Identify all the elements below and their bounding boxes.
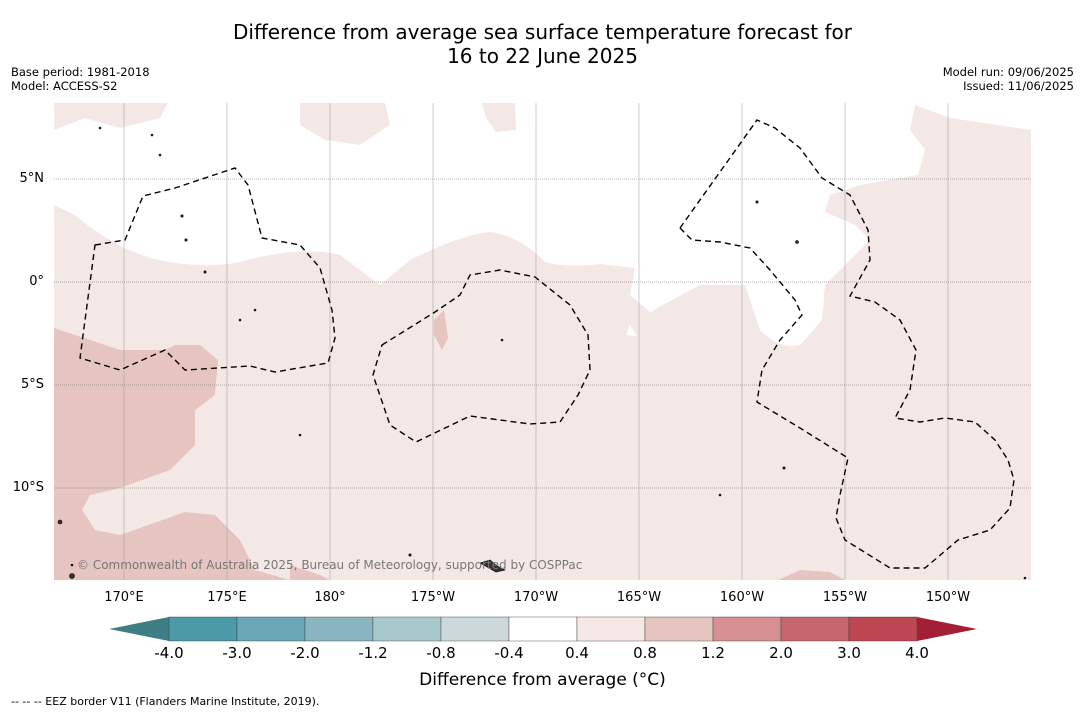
colorbar-tick-label: -0.4: [494, 644, 524, 662]
colorbar-tick-label: 2.0: [769, 644, 793, 662]
base-period-text: Base period: 1981-2018: [11, 65, 150, 79]
lat-label-5n: 5°N: [19, 171, 45, 186]
colorbar-tick-label: 0.4: [565, 644, 589, 662]
meridians: [123, 103, 949, 580]
moderate-warm-patch-southwest-2: [290, 565, 330, 580]
lon-label-155w: 155°W: [822, 590, 868, 605]
base-period-info: Base period: 1981-2018 Model: ACCESS-S2: [11, 65, 150, 93]
map-title: Difference from average sea surface temp…: [0, 20, 1085, 68]
model-run-text: Model run: 09/06/2025: [942, 65, 1074, 79]
colorbar-tick-label: -0.8: [426, 644, 456, 662]
colorbar: [109, 616, 977, 642]
eez-borders: [79, 119, 1015, 569]
title-line-2: 16 to 22 June 2025: [447, 44, 638, 68]
colorbar-bin: [440, 616, 510, 642]
colorbar-bin: [848, 616, 918, 642]
eez-border-tuvalu: [79, 167, 336, 373]
colorbar-bin: [576, 616, 646, 642]
colorbar-under-arrow: [109, 617, 169, 641]
colorbar-label: Difference from average (°C): [419, 670, 666, 690]
lon-label-170w: 170°W: [513, 590, 559, 605]
eez-footnote: -- -- -- EEZ border V11 (Flanders Marine…: [11, 695, 320, 708]
weak-warm-north-patch-2: [300, 103, 390, 145]
moderate-warm-patch-south: [778, 570, 845, 580]
gridlines: [54, 178, 1031, 489]
moderate-warm-patch-central: [434, 310, 448, 350]
colorbar-tick-label: -4.0: [154, 644, 184, 662]
colorbar-bin: [304, 616, 374, 642]
colorbar-tick-label: 3.0: [837, 644, 861, 662]
model-run-info: Model run: 09/06/2025 Issued: 11/06/2025: [943, 65, 1074, 93]
issued-text: Issued: 11/06/2025: [963, 79, 1074, 93]
colorbar-tick-label: -2.0: [290, 644, 320, 662]
weak-warm-region: [54, 105, 1031, 580]
lat-label-10s: 10°S: [12, 480, 44, 495]
colorbar-bin: [236, 616, 306, 642]
lat-label-0: 0°: [29, 274, 44, 289]
lon-label-150w: 150°W: [925, 590, 971, 605]
colorbar-bin: [508, 616, 578, 642]
title-line-1: Difference from average sea surface temp…: [232, 20, 852, 44]
colorbar-bin: [644, 616, 714, 642]
lon-label-180: 180°: [314, 590, 346, 605]
lat-label-5s: 5°S: [20, 377, 44, 392]
weak-warm-north-patch: [54, 103, 168, 130]
model-text: Model: ACCESS-S2: [11, 79, 118, 93]
colorbar-tick-label: -3.0: [222, 644, 252, 662]
moderate-warm-southwest: [54, 328, 290, 580]
colorbar-tick-label: -1.2: [358, 644, 388, 662]
island-samoa: [479, 559, 506, 573]
islands: [57, 126, 1027, 580]
colorbar-tick-label: 1.2: [701, 644, 725, 662]
lon-label-160w: 160°W: [719, 590, 765, 605]
eez-border-line-islands-central: [679, 227, 1015, 569]
colorbar-tick-label: 4.0: [905, 644, 929, 662]
lon-label-170e: 170°E: [104, 590, 144, 605]
colorbar-bin: [780, 616, 850, 642]
colorbar-bin: [168, 616, 238, 642]
eez-border-phoenix: [372, 269, 591, 443]
colorbar-tick-label: 0.8: [633, 644, 657, 662]
colorbar-over-arrow: [917, 617, 977, 641]
lon-label-165w: 165°W: [616, 590, 662, 605]
neutral-spot: [626, 325, 637, 336]
colorbar-bin: [712, 616, 782, 642]
copyright-notice: © Commonwealth of Australia 2025, Bureau…: [77, 558, 583, 572]
weak-warm-north-patch-3: [482, 103, 516, 132]
colorbar-bin: [372, 616, 442, 642]
lon-label-175e: 175°E: [207, 590, 247, 605]
lon-label-175w: 175°W: [410, 590, 456, 605]
